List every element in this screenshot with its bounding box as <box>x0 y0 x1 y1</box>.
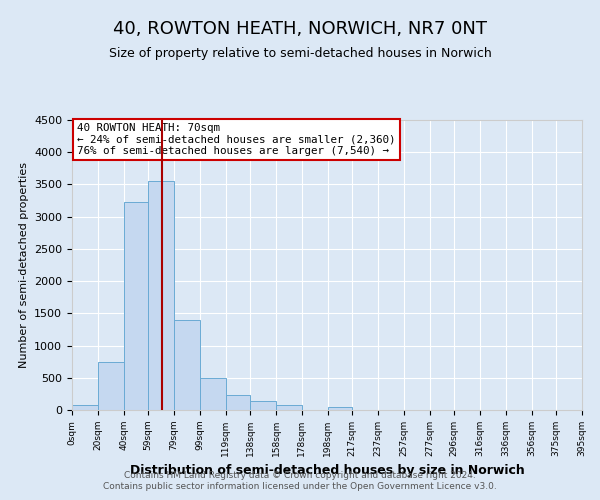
Bar <box>148 181 174 410</box>
Bar <box>72 406 98 410</box>
Y-axis label: Number of semi-detached properties: Number of semi-detached properties <box>19 162 29 368</box>
Text: 40 ROWTON HEATH: 70sqm
← 24% of semi-detached houses are smaller (2,360)
76% of : 40 ROWTON HEATH: 70sqm ← 24% of semi-det… <box>77 123 395 156</box>
X-axis label: Distribution of semi-detached houses by size in Norwich: Distribution of semi-detached houses by … <box>130 464 524 477</box>
Text: Contains public sector information licensed under the Open Government Licence v3: Contains public sector information licen… <box>103 482 497 491</box>
Bar <box>276 405 302 410</box>
Bar <box>328 407 352 410</box>
Text: Contains HM Land Registry data © Crown copyright and database right 2024.: Contains HM Land Registry data © Crown c… <box>124 470 476 480</box>
Bar <box>174 320 200 410</box>
Text: Size of property relative to semi-detached houses in Norwich: Size of property relative to semi-detach… <box>109 48 491 60</box>
Bar <box>124 202 148 410</box>
Text: 40, ROWTON HEATH, NORWICH, NR7 0NT: 40, ROWTON HEATH, NORWICH, NR7 0NT <box>113 20 487 38</box>
Bar <box>98 362 124 410</box>
Bar <box>200 378 226 410</box>
Bar <box>226 395 250 410</box>
Bar <box>250 401 276 410</box>
